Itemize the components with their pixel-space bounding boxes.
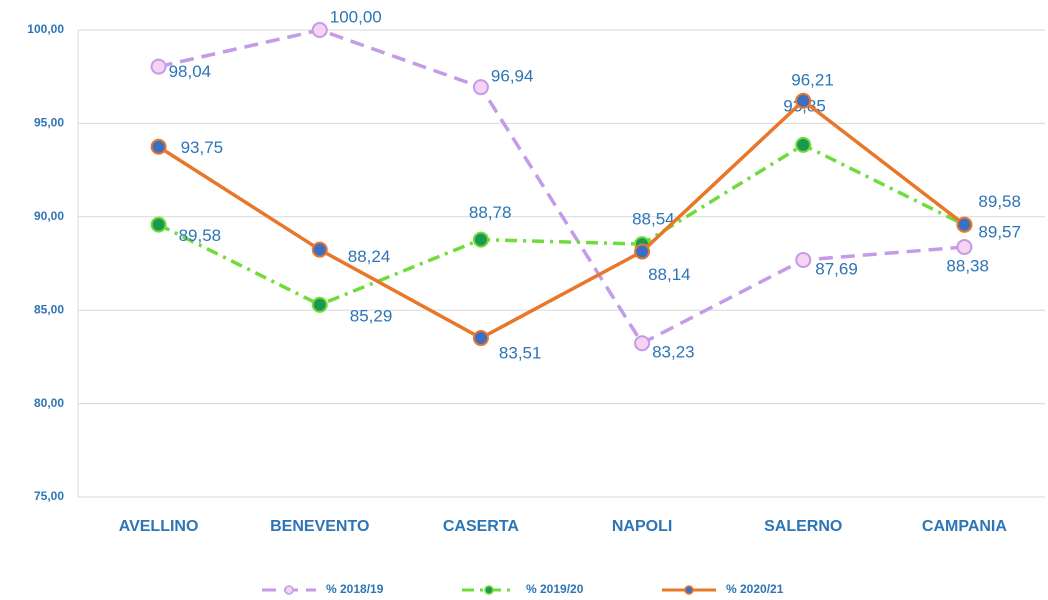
x-tick-label: AVELLINO — [119, 518, 199, 535]
marker — [472, 231, 489, 248]
value-label: 87,69 — [815, 259, 858, 278]
legend-marker — [284, 585, 294, 595]
value-label: 93,75 — [181, 138, 224, 157]
value-label: 88,24 — [348, 247, 391, 266]
value-label: 83,51 — [499, 344, 542, 363]
value-label: 83,23 — [652, 343, 695, 362]
marker — [150, 138, 167, 155]
x-tick-label: SALERNO — [764, 518, 842, 535]
value-label: 89,58 — [978, 192, 1021, 211]
value-label: 85,29 — [350, 306, 393, 325]
value-label: 88,14 — [648, 265, 691, 284]
value-label: 88,78 — [469, 203, 512, 222]
marker — [150, 58, 167, 75]
legend-label: % 2019/20 — [526, 582, 584, 596]
marker — [634, 243, 651, 260]
marker — [956, 239, 973, 256]
value-label: 89,58 — [179, 226, 222, 245]
series-line — [157, 142, 966, 307]
marker — [956, 216, 973, 233]
series-line — [157, 98, 966, 341]
x-tick-label: CASERTA — [443, 518, 520, 535]
marker — [795, 136, 812, 153]
marker — [311, 296, 328, 313]
marker — [311, 241, 328, 258]
marker — [311, 22, 328, 38]
y-tick-label: 80,00 — [34, 396, 64, 410]
value-label: 100,00 — [330, 7, 382, 26]
y-tick-label: 75,00 — [34, 489, 64, 503]
y-tick-label: 85,00 — [34, 302, 64, 316]
value-label: 88,54 — [632, 210, 675, 229]
legend-label: % 2020/21 — [726, 582, 784, 596]
legend-label: % 2018/19 — [326, 582, 384, 596]
value-label: 89,57 — [978, 222, 1021, 241]
series-line — [158, 28, 965, 346]
value-label: 96,21 — [791, 70, 834, 89]
marker — [795, 92, 812, 109]
y-tick-label: 95,00 — [34, 116, 64, 130]
marker — [472, 79, 489, 96]
marker — [634, 335, 651, 352]
value-label: 98,04 — [169, 62, 212, 81]
value-label: 96,94 — [491, 67, 534, 86]
x-tick-label: BENEVENTO — [270, 518, 369, 535]
legend-marker — [484, 585, 494, 595]
x-tick-label: CAMPANIA — [922, 518, 1007, 535]
y-tick-label: 90,00 — [34, 209, 64, 223]
legend-marker — [684, 585, 694, 595]
marker — [795, 251, 812, 268]
y-tick-label: 100,00 — [27, 22, 64, 36]
value-label: 88,38 — [946, 257, 989, 276]
marker — [472, 330, 489, 347]
marker — [150, 216, 167, 233]
x-tick-label: NAPOLI — [612, 518, 672, 535]
